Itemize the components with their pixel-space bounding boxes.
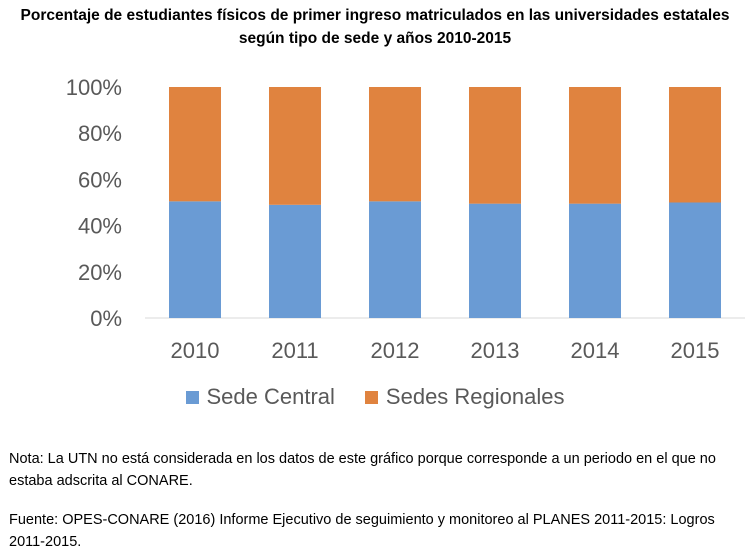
y-tick-label: 60%: [78, 167, 122, 192]
legend-item-sedes-regionales: Sedes Regionales: [364, 384, 565, 410]
bar-sede-central-2011: [269, 204, 321, 318]
legend-swatch-sede-central: [185, 390, 199, 404]
bar-sede-central-2012: [369, 201, 421, 318]
y-tick-label: 80%: [78, 121, 122, 146]
bar-sede-central-2015: [669, 202, 721, 318]
x-tick-label: 2014: [571, 338, 620, 363]
x-tick-label: 2013: [471, 338, 520, 363]
source-text: Fuente: OPES-CONARE (2016) Informe Ejecu…: [9, 512, 715, 550]
x-tick-label: 2011: [271, 338, 318, 363]
title-line-1: Porcentaje de estudiantes físicos de pri…: [20, 7, 730, 24]
legend-item-sede-central: Sede Central: [185, 384, 335, 410]
bar-sedes-regionales-2015: [669, 87, 721, 203]
y-tick-label: 20%: [78, 260, 122, 285]
bar-sede-central-2013: [469, 203, 521, 318]
bar-sede-central-2010: [169, 201, 221, 318]
y-tick-label: 100%: [66, 75, 122, 100]
x-tick-label: 2010: [171, 338, 220, 363]
bar-sedes-regionales-2010: [169, 87, 221, 202]
legend-label-sede-central: Sede Central: [206, 384, 335, 409]
bar-sedes-regionales-2014: [569, 87, 621, 204]
legend: Sede Central Sedes Regionales: [0, 384, 750, 410]
x-tick-label: 2012: [371, 338, 420, 363]
legend-swatch-sedes-regionales: [364, 390, 378, 404]
bar-sedes-regionales-2011: [269, 87, 321, 205]
chart-title: Porcentaje de estudiantes físicos de pri…: [0, 4, 750, 50]
y-tick-label: 0%: [90, 306, 122, 331]
bar-sede-central-2014: [569, 203, 621, 318]
note-text: Nota: La UTN no está considerada en los …: [9, 451, 716, 489]
title-line-2: según tipo de sede y años 2010-2015: [238, 30, 512, 47]
legend-label-sedes-regionales: Sedes Regionales: [385, 384, 565, 409]
y-tick-label: 40%: [78, 214, 122, 239]
bar-sedes-regionales-2013: [469, 87, 521, 204]
stacked-bar-chart: 0% 20% 40% 60% 80% 100% 2010 2011 2012 2013 2014 20…: [66, 75, 745, 363]
x-tick-label: 2015: [671, 338, 720, 363]
bar-sedes-regionales-2012: [369, 87, 421, 202]
